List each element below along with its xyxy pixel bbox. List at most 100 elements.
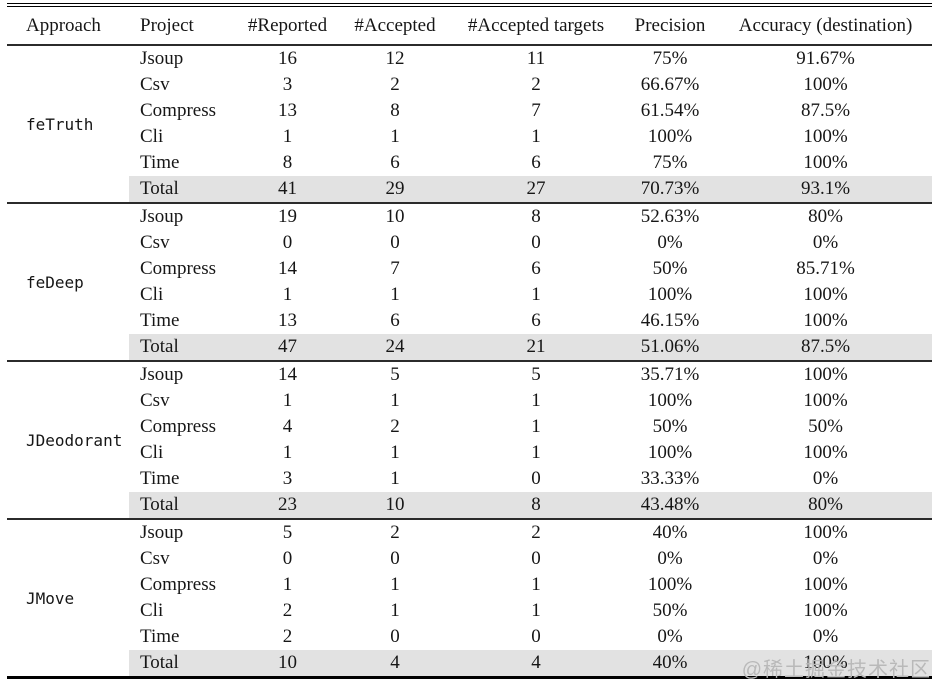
cell-precision: 50%: [652, 416, 688, 437]
cell-reported: 14: [278, 364, 297, 385]
table-row: JDeodorant Jsoup 14 5 5 35.71% 100%: [7, 361, 932, 450]
table-row: Time 2 0 0 0% 0%: [7, 624, 932, 650]
table-row: Compress 14 7 6 50% 85.71%: [7, 256, 932, 282]
cell-precision: 40%: [621, 650, 719, 678]
cell-accepted: 0: [390, 626, 400, 647]
column-header-project: Project: [140, 14, 194, 36]
cell-accepted-targets: 2: [531, 522, 541, 543]
cell-accuracy: 100%: [803, 152, 848, 173]
cell-precision: 100%: [647, 574, 693, 595]
cell-accuracy: 100%: [719, 650, 932, 678]
cell-precision: 35.71%: [640, 364, 700, 385]
cell-precision: 0%: [657, 232, 683, 253]
cell-accepted: 10: [339, 492, 451, 519]
cell-precision: 33.33%: [640, 468, 700, 489]
table-row: Csv 0 0 0 0% 0%: [7, 230, 932, 256]
group-JMove: JMove Jsoup 5 2 2 40% 100% Csv 0 0 0 0% …: [7, 519, 932, 678]
cell-project: Csv: [140, 232, 170, 253]
cell-reported: 3: [282, 468, 293, 489]
cell-project: Compress: [140, 574, 216, 595]
cell-reported: 1: [282, 284, 293, 305]
cell-reported: 23: [236, 492, 339, 519]
column-header-accuracy: Accuracy (destination): [738, 14, 913, 36]
cell-accepted-targets: 8: [451, 492, 621, 519]
cell-project: Time: [140, 626, 180, 647]
cell-precision: 100%: [647, 284, 693, 305]
cell-accepted: 7: [390, 258, 400, 279]
cell-project: Compress: [140, 416, 216, 437]
cell-accepted: 2: [390, 74, 400, 95]
total-row: Total 10 4 4 40% 100%: [7, 650, 932, 678]
cell-precision: 0%: [657, 626, 683, 647]
cell-accepted-targets: 5: [531, 364, 541, 385]
cell-reported: 13: [278, 310, 297, 331]
table-row: feTruth Jsoup 16 12 11 75% 91.67%: [7, 45, 932, 134]
cell-accepted: 24: [339, 334, 451, 361]
cell-precision: 50%: [652, 258, 688, 279]
table-row: Csv 1 1 1 100% 100%: [7, 388, 932, 414]
cell-accepted-targets: 8: [531, 206, 541, 227]
total-row: Total 41 29 27 70.73% 93.1%: [7, 176, 932, 203]
cell-accepted-targets: 6: [531, 258, 541, 279]
column-header-accepted: #Accepted: [354, 14, 436, 36]
cell-project: Jsoup: [140, 206, 184, 227]
cell-reported: 16: [278, 48, 297, 69]
cell-precision: 50%: [652, 600, 688, 621]
cell-accuracy: 93.1%: [719, 176, 932, 203]
cell-accepted: 0: [390, 548, 400, 569]
cell-accuracy: 100%: [803, 522, 848, 543]
cell-project: Time: [140, 310, 180, 331]
cell-precision: 66.67%: [640, 74, 700, 95]
cell-project: Total: [129, 492, 236, 519]
cell-project: Jsoup: [140, 48, 184, 69]
cell-accuracy: 100%: [803, 574, 848, 595]
table-row: Time 8 6 6 75% 100%: [7, 150, 932, 176]
cell-project: Cli: [140, 126, 164, 147]
cell-accuracy: 100%: [803, 600, 848, 621]
cell-accepted-targets: 6: [531, 310, 541, 331]
cell-accuracy: 100%: [803, 74, 848, 95]
cell-accepted-targets: 2: [531, 74, 541, 95]
cell-accepted: 1: [390, 442, 400, 463]
cell-accuracy: 87.5%: [719, 334, 932, 361]
column-header-accepted-targets: #Accepted targets: [467, 14, 605, 36]
cell-reported: 4: [282, 416, 293, 437]
cell-precision: 43.48%: [621, 492, 719, 519]
cell-accepted-targets: 1: [531, 126, 541, 147]
cell-reported: 10: [236, 650, 339, 678]
cell-accepted: 10: [385, 206, 405, 227]
total-row: Total 23 10 8 43.48% 80%: [7, 492, 932, 519]
cell-accepted-targets: 21: [451, 334, 621, 361]
cell-accepted: 1: [390, 126, 400, 147]
cell-accepted-targets: 0: [531, 548, 541, 569]
cell-project: Csv: [140, 390, 170, 411]
table-row: feDeep Jsoup 19 10 8 52.63% 80%: [7, 203, 932, 292]
cell-accuracy: 100%: [803, 390, 848, 411]
cell-precision: 52.63%: [640, 206, 700, 227]
cell-reported: 19: [278, 206, 297, 227]
cell-accepted: 6: [390, 310, 400, 331]
approach-label: feDeep: [26, 272, 84, 292]
cell-accuracy: 80%: [808, 206, 843, 227]
cell-reported: 2: [282, 626, 293, 647]
cell-accepted: 8: [390, 100, 400, 121]
cell-accepted-targets: 1: [531, 390, 541, 411]
cell-reported: 5: [282, 522, 293, 543]
cell-accuracy: 0%: [812, 468, 839, 489]
cell-accuracy: 50%: [808, 416, 843, 437]
approach-label: JMove: [26, 588, 75, 608]
cell-project: Total: [129, 176, 236, 203]
cell-reported: 3: [282, 74, 293, 95]
cell-reported: 1: [282, 390, 293, 411]
cell-reported: 0: [282, 232, 293, 253]
cell-reported: 41: [236, 176, 339, 203]
cell-accepted-targets: 1: [531, 574, 541, 595]
cell-accepted-targets: 0: [531, 468, 541, 489]
table-row: JMove Jsoup 5 2 2 40% 100%: [7, 519, 932, 608]
cell-precision: 70.73%: [621, 176, 719, 203]
cell-accepted-targets: 0: [531, 232, 541, 253]
cell-project: Cli: [140, 600, 164, 621]
cell-accuracy: 80%: [719, 492, 932, 519]
cell-accepted: 12: [385, 48, 405, 69]
